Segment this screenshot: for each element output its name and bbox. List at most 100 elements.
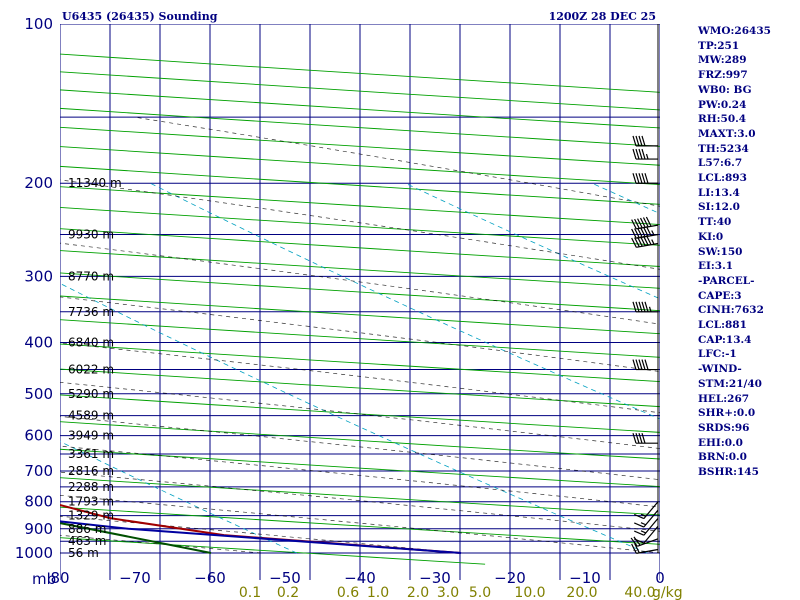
pressure-tick-label: 500: [24, 385, 53, 403]
wind-barb-flag: [630, 537, 638, 547]
wind-barb: [634, 501, 659, 520]
mixing-ratio-label: 3.0: [437, 585, 459, 600]
index-item: STM:21/40: [698, 377, 762, 390]
grid-lines: [60, 24, 660, 580]
dry-adiabat: [60, 394, 660, 433]
height-label: 5290 m: [68, 387, 114, 401]
wind-barb-half-flag: [640, 530, 647, 534]
wind-barb-flag: [631, 237, 637, 248]
wind-barb-flag: [634, 530, 645, 536]
wind-barb-flag: [639, 217, 646, 228]
wind-barb-flag: [638, 301, 643, 312]
wind-barb-flag: [634, 522, 645, 528]
wind-barb-flag: [642, 217, 649, 228]
index-item: BSHR:145: [698, 466, 759, 479]
wind-barb-flag: [634, 237, 640, 248]
height-label: 7736 m: [68, 305, 114, 319]
wind-barb-flag: [634, 538, 645, 544]
wind-barb-flag: [635, 433, 640, 444]
wind-barb-flag: [633, 536, 641, 546]
wind-barb-shaft: [636, 548, 659, 554]
temperature-tick-label: −70: [119, 569, 151, 587]
pressure-tick-label: 100: [24, 15, 53, 33]
wind-barb-flag: [641, 359, 646, 370]
wind-barb-flag: [639, 227, 646, 238]
wind-barb-flag: [631, 219, 637, 230]
height-label: 2288 m: [68, 480, 114, 494]
index-item: WMO:26435: [698, 25, 771, 37]
wind-barb-flag: [635, 301, 640, 312]
height-label: 4589 m: [68, 409, 114, 423]
index-item: TH:5234: [698, 142, 749, 155]
pressure-tick-label: 900: [24, 520, 53, 538]
index-item: KI:0: [698, 230, 724, 243]
wind-barb-half-flag: [651, 239, 655, 245]
wind-barb-flag: [641, 301, 646, 312]
wind-barb-flag: [641, 148, 646, 160]
wind-barb: [632, 148, 658, 160]
wind-barb: [631, 216, 659, 230]
wind-barb-half-flag: [648, 306, 652, 312]
wind-barb-half-flag: [651, 230, 655, 236]
wind-barb: [631, 226, 659, 239]
pressure-tick-label: 1000: [15, 544, 53, 562]
wind-barb-flag: [635, 148, 640, 160]
wind-barb: [634, 517, 659, 536]
height-label: 886 m: [68, 522, 106, 536]
temperature-tick-label: 0: [655, 569, 665, 587]
index-item: L57:6.7: [698, 157, 743, 170]
pressure-tick-label: 600: [24, 427, 53, 445]
wind-barb: [632, 359, 658, 371]
wind-barb: [630, 536, 659, 547]
pressure-tick-label: 700: [24, 462, 53, 480]
height-label: 1793 m: [68, 495, 114, 509]
wind-barb-flag: [638, 173, 643, 184]
wind-barb-flag: [637, 227, 643, 238]
height-label: 2816 m: [68, 464, 114, 478]
wind-barb-flag: [642, 226, 649, 237]
wind-barbs: [630, 24, 659, 554]
chart-grid: [60, 24, 660, 580]
wind-barb-shaft: [643, 525, 659, 544]
height-label: 3949 m: [68, 429, 114, 443]
wind-barb-half-flag: [640, 522, 647, 526]
wind-barb-flag: [644, 173, 649, 184]
index-item: TT:40: [698, 216, 732, 229]
index-item: LFC:-1: [698, 348, 737, 361]
height-label: 11340 m: [68, 176, 122, 190]
height-label: 6840 m: [68, 336, 114, 350]
wind-barb-flag: [638, 433, 643, 444]
wind-barb: [632, 173, 658, 184]
mixing-ratio-label: 1.0: [367, 585, 389, 600]
wind-barb-flag: [632, 148, 637, 160]
wind-barb-flag: [644, 301, 649, 312]
mixing-ratio-label: 0.2: [277, 585, 299, 600]
wind-barb-shaft: [643, 517, 659, 536]
wind-barb-flag: [641, 433, 646, 444]
temperature-tick-label: −30: [419, 569, 451, 587]
index-item: TP:251: [698, 39, 740, 52]
mixing-ratio-unit-label: g/kg: [652, 585, 683, 600]
wind-barb-flag: [638, 135, 643, 147]
temperature-trace: [60, 503, 462, 554]
wind-barb-flag: [631, 543, 637, 554]
wind-barb-flag: [634, 228, 640, 239]
wind-barb: [632, 433, 658, 444]
wind-barb-flag: [632, 173, 637, 184]
wind-barb: [634, 525, 659, 544]
wind-barb-flag: [632, 433, 637, 444]
index-item: MAXT:3.0: [698, 127, 756, 140]
mixing-ratio-label: 0.6: [337, 585, 359, 600]
index-item: MW:289: [698, 54, 747, 67]
dry-adiabat: [60, 421, 660, 460]
index-item: PW:0.24: [698, 98, 747, 111]
wind-barb-flag: [641, 135, 646, 147]
moist-adiabat: [60, 416, 660, 481]
dry-adiabat: [60, 228, 660, 267]
pressure-tick-label: 200: [24, 174, 53, 192]
index-item: LCL:893: [698, 172, 747, 185]
wind-barb-flag: [638, 148, 643, 160]
wind-barb-flag: [634, 543, 640, 554]
wind-barb-flag: [635, 173, 640, 184]
